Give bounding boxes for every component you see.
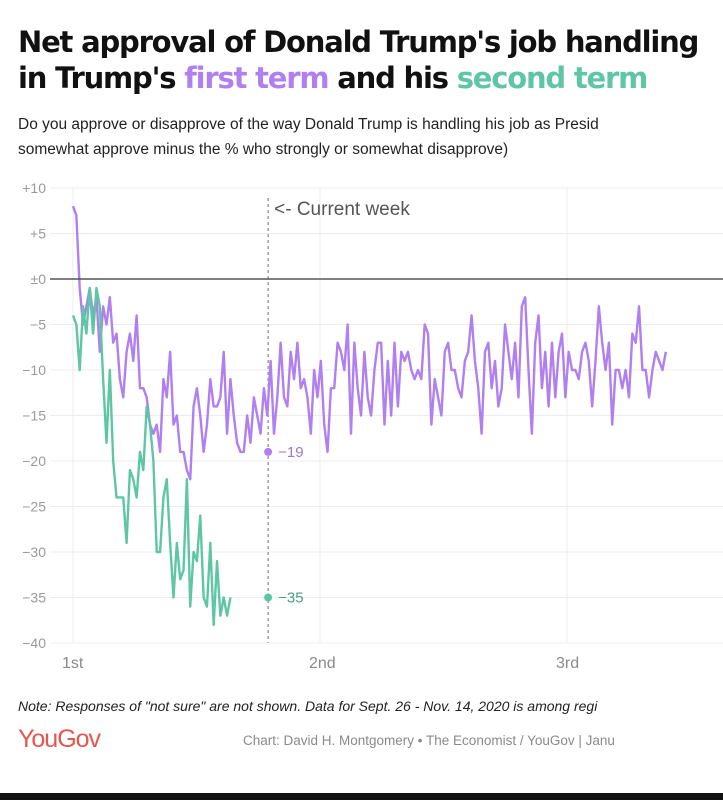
y-tick-label: +5 [30, 226, 46, 242]
series-first-term: −19 [71, 205, 668, 481]
y-tick-label: −20 [22, 453, 46, 469]
series-line [71, 205, 668, 481]
y-tick-label: −35 [22, 590, 46, 606]
series-line [71, 286, 232, 626]
chart-subtitle: Do you approve or disapprove of the way … [18, 112, 599, 162]
title-line-2: in Trump's first term and his second ter… [18, 60, 698, 96]
y-tick-label: −25 [22, 499, 46, 515]
y-tick-label: ±0 [31, 271, 47, 287]
y-tick-label: −30 [22, 544, 46, 560]
subtitle-line-2: somewhat approve minus the % who strongl… [18, 141, 509, 158]
x-axis: 1st 2nd 3rd [62, 655, 579, 672]
end-value-label: −35 [278, 590, 303, 607]
x-tick-label: 2nd [309, 655, 336, 672]
title-prefix: in Trump's [18, 61, 185, 95]
current-week-marker [264, 447, 273, 456]
bottom-bar [0, 793, 723, 800]
y-tick-label: +10 [22, 180, 46, 196]
subtitle-line-1: Do you approve or disapprove of the way … [18, 116, 599, 133]
chart-credit: Chart: David H. Montgomery • The Economi… [243, 733, 615, 748]
series: −19 −35 [71, 205, 668, 626]
y-tick-label: −15 [22, 408, 46, 424]
grid [50, 187, 723, 644]
end-value-label: −19 [278, 444, 303, 461]
series-second-term: −35 [71, 286, 304, 626]
title-second-term: second term [456, 61, 649, 95]
yougov-logo: YouGov [18, 725, 101, 753]
y-tick-label: −40 [22, 635, 46, 651]
x-tick-label: 3rd [556, 655, 579, 672]
y-axis: +10 +5 ±0 −5 −10 −15 −20 −25 −30 −35 −40 [22, 180, 46, 651]
current-week-marker [264, 593, 273, 602]
footnote: Note: Responses of "not sure" are not sh… [18, 698, 598, 714]
title-first-term: first term [184, 61, 329, 95]
title-line-1: Net approval of Donald Trump's job handl… [18, 25, 699, 59]
current-week-annotation: <- Current week [274, 199, 410, 220]
chart-title: Net approval of Donald Trump's job handl… [18, 24, 699, 96]
y-tick-label: −10 [22, 362, 46, 378]
y-tick-label: −5 [30, 317, 46, 333]
title-middle: and his [328, 61, 457, 95]
x-tick-label: 1st [62, 655, 84, 672]
line-chart: +10 +5 ±0 −5 −10 −15 −20 −25 −30 −35 −40 1st 2nd 3rd… [22, 180, 723, 672]
